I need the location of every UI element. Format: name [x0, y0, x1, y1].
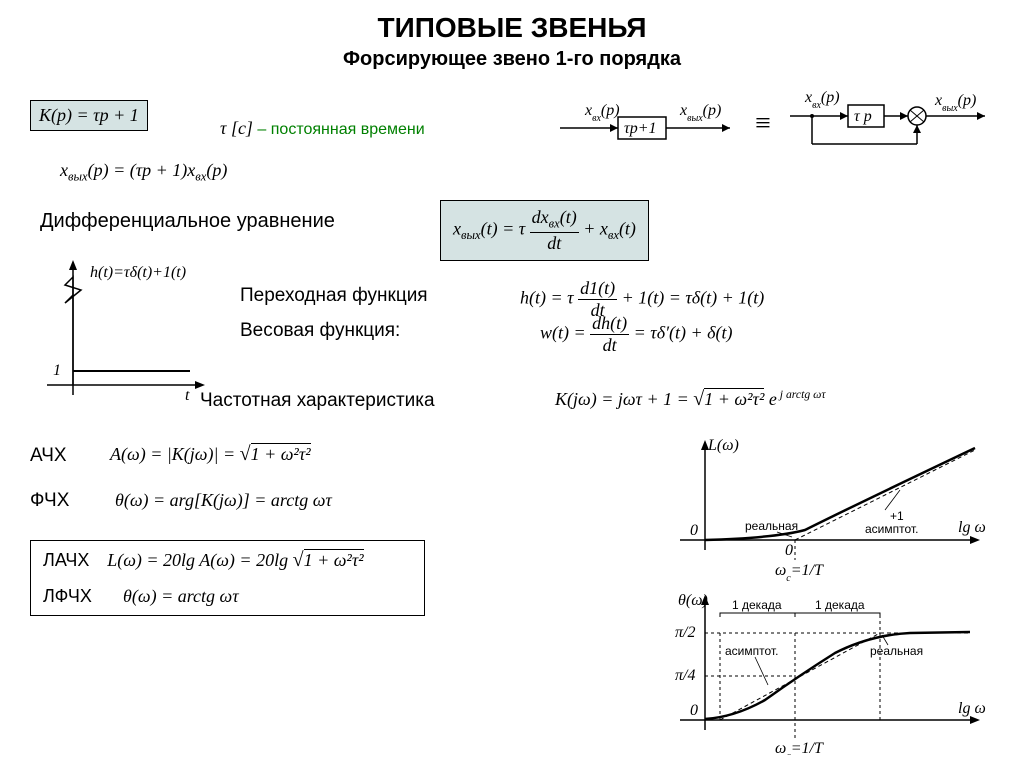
svg-text:L(ω): L(ω) — [707, 437, 739, 454]
svg-text:+1: +1 — [890, 509, 904, 523]
block-diagram-simple: xвx(p) τp+1 xвых(p) — [560, 100, 750, 150]
svg-text:xвых(p): xвых(p) — [679, 102, 721, 124]
bode-phase-plot: θ(ω) lg ω 0 π/2 π/4 ωc=1/T 1 декада 1 де… — [620, 585, 1000, 760]
weight-formula: w(t) = dh(t)dt = τδ′(t) + δ(t) — [540, 313, 733, 356]
achx-formula: A(ω) = |K(jω)| = √1 + ω²τ² — [110, 443, 311, 466]
svg-text:π/2: π/2 — [675, 624, 695, 641]
lfchx-formula: θ(ω) = arctg ωτ — [123, 586, 239, 606]
svg-text:θ(ω): θ(ω) — [678, 592, 708, 609]
output-formula: xвых(p) = (τp + 1)xвх(p) — [60, 160, 227, 185]
svg-text:0: 0 — [690, 522, 698, 539]
section-freq: Частотная характеристика — [200, 390, 435, 412]
section-weight: Весовая функция: — [240, 320, 400, 342]
page-title: ТИПОВЫЕ ЗВЕНЬЯ — [20, 12, 1004, 44]
svg-text:ωc=1/T: ωc=1/T — [775, 740, 824, 755]
bode-magnitude-plot: L(ω) lg ω 0 0 ωc=1/T реальная +1 асимпто… — [620, 430, 1000, 590]
svg-text:1 декада: 1 декада — [732, 598, 782, 612]
freq-formula: K(jω) = jωτ + 1 = √1 + ω²τ² e j arctg ωτ — [555, 388, 826, 411]
fchx-label: ФЧХ — [30, 490, 69, 512]
svg-text:lg ω: lg ω — [958, 519, 986, 536]
svg-text:1 декада: 1 декада — [815, 598, 865, 612]
lachx-label: ЛАЧХ — [43, 550, 89, 570]
section-diff: Дифференциальное уравнение — [40, 210, 335, 233]
svg-text:τ p: τ p — [854, 108, 872, 125]
transfer-function-box: K(p) = τp + 1 — [30, 100, 148, 131]
svg-text:0: 0 — [785, 542, 793, 559]
svg-text:t: t — [185, 387, 190, 404]
svg-text:xвx(p): xвx(p) — [804, 90, 840, 111]
diff-formula-box: xвых(t) = τ dxвх(t)dt + xвх(t) — [440, 200, 649, 261]
equiv-symbol: ≡ — [755, 108, 771, 140]
svg-text:реальная: реальная — [870, 644, 923, 658]
svg-text:π/4: π/4 — [675, 667, 695, 684]
step-response-graph: h(t)=τδ(t)+1(t) 1 t — [35, 255, 215, 415]
tau-note: – постоянная времени — [257, 121, 424, 138]
block-diagram-sum: xвx(p) τ p xвых(p) — [790, 90, 1010, 165]
tau-symbol: τ [c] — [220, 118, 253, 138]
lachx-lfchx-box: ЛАЧХ L(ω) = 20lg A(ω) = 20lg √1 + ω²τ² Л… — [30, 540, 425, 616]
svg-text:xвых(p): xвых(p) — [934, 92, 976, 114]
svg-text:h(t)=τδ(t)+1(t): h(t)=τδ(t)+1(t) — [90, 264, 186, 281]
svg-text:асимптот.: асимптот. — [725, 644, 778, 658]
achx-label: АЧХ — [30, 445, 67, 467]
svg-text:lg ω: lg ω — [958, 700, 986, 717]
svg-text:асимптот.: асимптот. — [865, 522, 918, 536]
svg-text:τp+1: τp+1 — [624, 120, 657, 137]
svg-text:xвx(p): xвx(p) — [584, 102, 620, 124]
svg-text:ωc=1/T: ωc=1/T — [775, 562, 824, 584]
page-subtitle: Форсирующее звено 1-го порядка — [20, 48, 1004, 71]
lfchx-label: ЛФЧХ — [43, 586, 92, 606]
svg-text:реальная: реальная — [745, 519, 798, 533]
lachx-formula: L(ω) = 20lg A(ω) = 20lg √1 + ω²τ² — [107, 550, 363, 570]
fchx-formula: θ(ω) = arg[K(jω)] = arctg ωτ — [115, 490, 332, 511]
svg-text:1: 1 — [53, 362, 61, 379]
section-step: Переходная функция — [240, 285, 428, 307]
svg-text:0: 0 — [690, 702, 698, 719]
